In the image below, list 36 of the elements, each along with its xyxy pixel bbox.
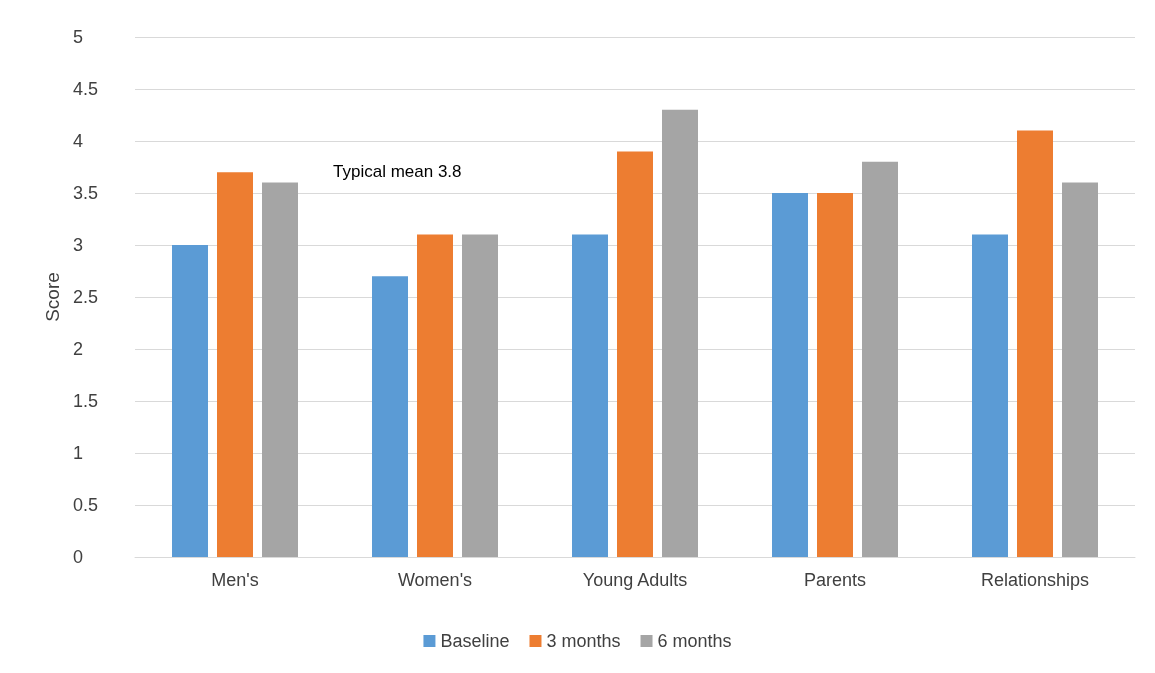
y-tick-label: 3.5 [73,183,99,203]
legend-label: Baseline [440,631,510,651]
bar [217,172,253,557]
y-tick-label: 1.5 [73,391,99,411]
y-tick-label: 0 [73,547,84,567]
bar [417,234,453,557]
bar [1017,130,1053,557]
x-tick-label: Men's [211,570,259,590]
y-tick-label: 5 [73,27,84,47]
y-tick-label: 3 [73,235,84,255]
bar [462,234,498,557]
bar [617,151,653,557]
bar [572,234,608,557]
x-tick-label: Relationships [980,570,1090,590]
bar [1062,182,1098,557]
annotation: Typical mean 3.8 [333,162,462,181]
bar [772,193,808,557]
y-tick-label: 2 [73,339,84,359]
y-tick-label: 0.5 [73,495,99,515]
x-tick-label: Women's [397,570,473,590]
y-axis-title: Score [42,272,64,322]
bar [262,182,298,557]
x-tick-label: Young Adults [582,570,688,590]
bar [172,245,208,557]
bar [372,276,408,557]
bar [862,161,898,557]
y-tick-label: 4 [73,131,84,151]
legend-label: 6 months [657,631,732,651]
legend-label: 3 months [546,631,621,651]
y-tick-label: 4.5 [73,79,99,99]
y-tick-label: 1 [73,443,84,463]
bar [817,193,853,557]
x-tick-label: Parents [803,570,867,590]
bar [662,109,698,557]
y-tick-label: 2.5 [73,287,99,307]
bar [972,234,1008,557]
